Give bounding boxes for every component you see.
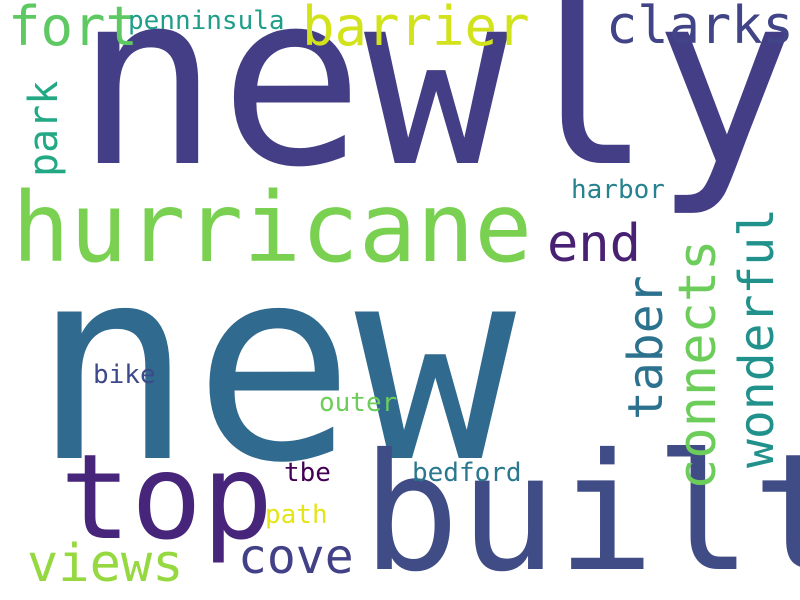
- word-penninsula: penninsula: [128, 6, 285, 36]
- word-clarks: clarks: [606, 0, 794, 56]
- word-harbor: harbor: [571, 175, 665, 205]
- word-path: path: [265, 500, 328, 530]
- word-tbe: tbe: [284, 458, 331, 488]
- word-bike: bike: [93, 360, 156, 390]
- word-views: views: [27, 534, 184, 594]
- word-outer: outer: [319, 388, 398, 418]
- word-connects: connects: [668, 239, 728, 490]
- word-new: new: [32, 210, 517, 522]
- word-bedford: bedford: [412, 458, 522, 488]
- word-end: end: [547, 214, 641, 274]
- word-barrier: barrier: [302, 0, 530, 58]
- word-park: park: [21, 80, 67, 177]
- word-hurricane: hurricane: [12, 172, 533, 284]
- word-fort: fort: [8, 0, 139, 58]
- word-taber: taber: [618, 275, 674, 421]
- word-cove: cove: [238, 529, 354, 585]
- word-newly: newly: [75, 0, 798, 220]
- word-top: top: [60, 428, 274, 566]
- word-built: built: [362, 420, 800, 600]
- word-wonderful: wonderful: [729, 207, 785, 468]
